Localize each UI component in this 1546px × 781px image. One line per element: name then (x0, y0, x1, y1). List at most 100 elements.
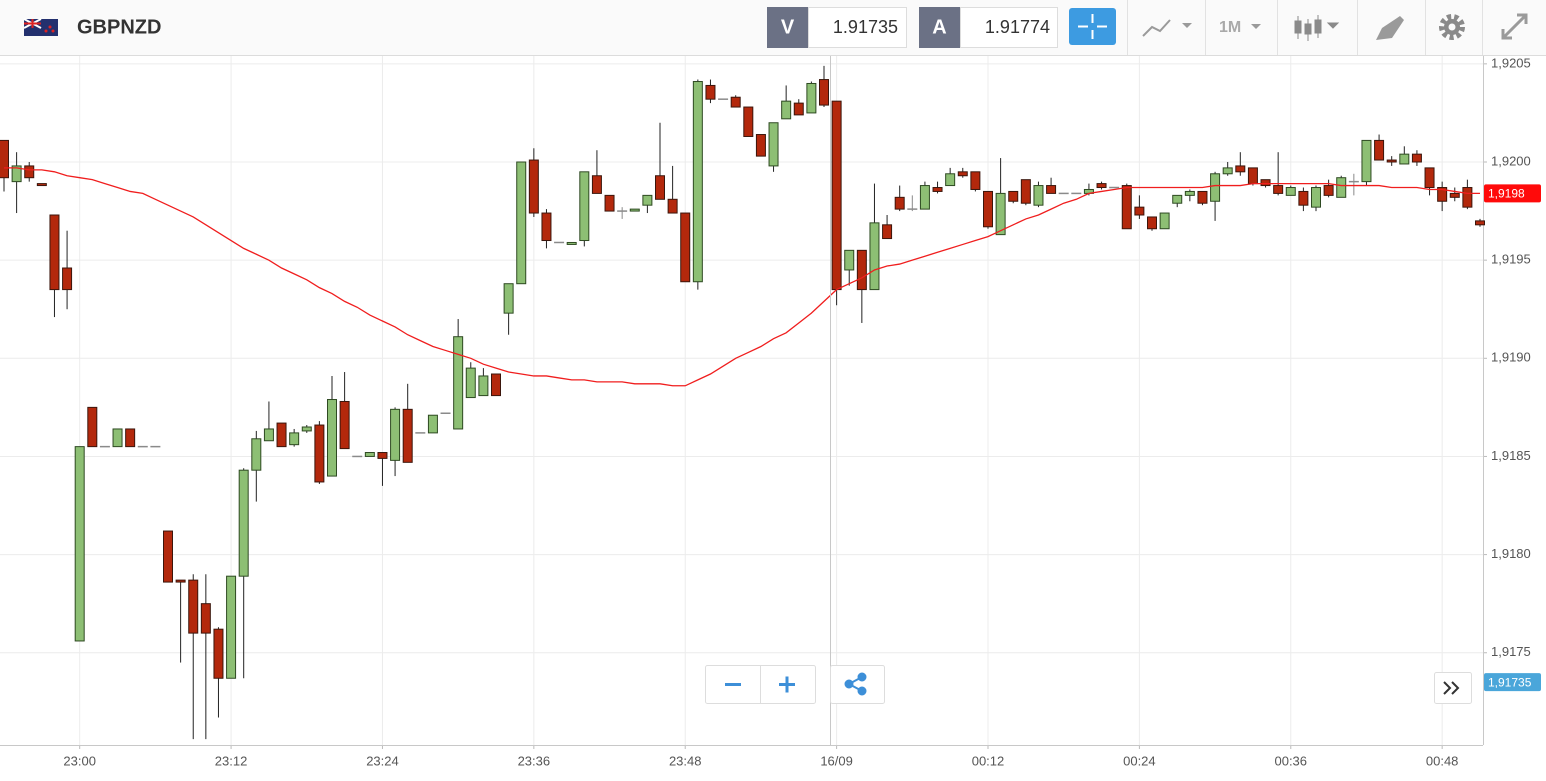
candle-body (1273, 185, 1284, 194)
candle-body (36, 183, 47, 187)
candle-body (314, 424, 325, 483)
sell-price[interactable]: 1.91735 (833, 17, 898, 37)
candle-body (591, 175, 602, 194)
candle-body (970, 171, 981, 190)
candle-body (806, 82, 817, 114)
candle-body (755, 134, 766, 157)
candle-body (390, 408, 401, 461)
candle-body (1437, 187, 1448, 202)
candle-body (1096, 183, 1107, 189)
candle-body (869, 222, 880, 291)
candle-body (1121, 185, 1132, 230)
sell-price-box[interactable] (808, 7, 907, 48)
candle-body (112, 428, 123, 448)
candle-body (579, 171, 590, 242)
candle-body (831, 100, 842, 291)
candle-body (844, 249, 855, 271)
candle-body (1449, 192, 1460, 198)
candle-body (200, 603, 211, 634)
candle-body (743, 106, 754, 137)
chart-type-button[interactable] (1142, 19, 1192, 37)
candle-body (377, 452, 388, 459)
sell-button[interactable] (767, 7, 808, 48)
candle-body (465, 367, 476, 399)
buy-button[interactable] (919, 7, 960, 48)
settings-button[interactable] (1439, 14, 1465, 40)
zoom-in[interactable] (779, 676, 795, 693)
candle-body (1399, 153, 1410, 165)
candle-body (87, 406, 98, 448)
candle-body (768, 122, 779, 167)
x-tick-label: 23:00 (63, 753, 96, 768)
candle-body (301, 426, 312, 432)
x-tick-label: 16/09 (820, 753, 853, 768)
candle-body (0, 139, 9, 179)
candle-body (453, 336, 464, 430)
draw-button[interactable] (1376, 16, 1404, 40)
candle-body (402, 408, 413, 463)
candle-body (1172, 194, 1183, 204)
candle-body (692, 81, 703, 283)
candle-body (957, 171, 968, 177)
buy-price-box[interactable] (960, 7, 1058, 48)
candle-body (680, 212, 691, 283)
candle-body (604, 194, 615, 212)
candle-body (263, 428, 274, 442)
crosshair-button[interactable] (1069, 8, 1116, 45)
candle-body (705, 84, 716, 100)
share-button[interactable] (830, 665, 885, 704)
candle-body (1147, 216, 1157, 230)
candle-body (125, 428, 136, 448)
timeframe-caret[interactable] (1251, 24, 1261, 29)
x-tick-label: 00:48 (1426, 753, 1459, 768)
candle-body (629, 208, 640, 212)
candle-body (62, 267, 73, 291)
plot: 1,9175 1,9180 1,9185 1,9190 1,9195 1,9200 1,92… (0, 55, 1541, 768)
candle-body (175, 579, 186, 583)
candle-body (1184, 190, 1195, 196)
y-tick-label: 1,9180 (1491, 546, 1531, 561)
y-tick-label: 1,9175 (1491, 644, 1531, 659)
candle-body (24, 165, 35, 179)
fullscreen-button[interactable] (1501, 13, 1528, 40)
price-marker-label: 1,9198 (1488, 187, 1525, 201)
candle-body (427, 414, 438, 434)
candle-body (339, 400, 350, 450)
candle-body (1159, 212, 1170, 230)
x-tick-label: 23:12 (215, 753, 248, 768)
candle-body (1033, 185, 1044, 206)
timeframe[interactable]: 1M (1219, 19, 1241, 36)
candle-body (1197, 190, 1208, 204)
candle-body (1222, 167, 1233, 175)
candle-body (856, 249, 867, 291)
candle-body (327, 399, 337, 477)
candle-body (566, 241, 577, 245)
candle-body (516, 161, 527, 285)
candle-body (213, 628, 224, 679)
candle-body (1134, 206, 1145, 216)
candle-body (894, 196, 905, 210)
buy-price[interactable]: 1.91774 (985, 17, 1050, 37)
sell-label[interactable]: V (781, 16, 795, 38)
candle-body (655, 175, 665, 200)
candle-body (251, 438, 262, 471)
scroll-end-button[interactable] (1434, 672, 1472, 704)
price-marker (1484, 184, 1541, 203)
y-tick-label: 1,9190 (1491, 350, 1531, 365)
zoom-controls (705, 665, 1472, 704)
candle-body (730, 96, 741, 108)
crosshair-icon (1078, 14, 1107, 39)
candle-body (188, 579, 199, 634)
candle-body (276, 422, 287, 448)
candle-body (793, 102, 804, 116)
candle-body (163, 530, 173, 583)
price-marker (1484, 673, 1541, 692)
candle-body (11, 165, 22, 183)
x-tick-label: 23:48 (669, 753, 702, 768)
candle-body (1374, 139, 1385, 161)
candle-type-button[interactable] (1294, 15, 1340, 41)
buy-label[interactable]: A (932, 16, 946, 38)
y-tick-label: 1,9205 (1491, 55, 1531, 70)
